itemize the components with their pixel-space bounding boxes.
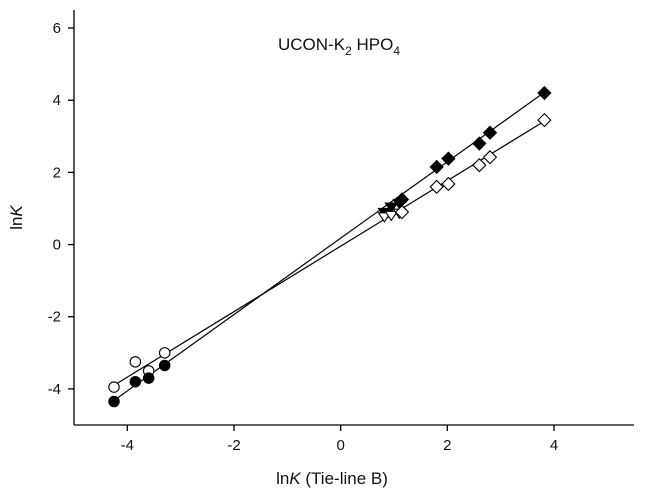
- y-tick-label: 2: [53, 164, 61, 181]
- data-point-diamond-open: [394, 204, 410, 220]
- y-tick-label: 4: [53, 92, 61, 109]
- x-tick-label: 0: [336, 437, 344, 454]
- x-tick-label: -2: [227, 437, 240, 454]
- data-point-triangle-down-open: [384, 210, 399, 222]
- data-point-circle-open: [158, 347, 171, 359]
- data-point-circle-open: [108, 381, 120, 393]
- data-point-diamond-open: [472, 157, 487, 173]
- data-point-diamond-filled: [441, 151, 456, 166]
- x-axis-label: lnK (Tie-line B): [276, 469, 388, 488]
- data-point-diamond-filled: [472, 136, 487, 151]
- axes: [68, 10, 634, 431]
- data-point-circle-filled: [142, 372, 155, 384]
- data-point-diamond-filled: [429, 159, 444, 175]
- data-point-diamond-filled: [537, 85, 552, 101]
- data-point-triangle-down-filled: [384, 202, 399, 214]
- y-tick-label: 6: [53, 20, 61, 37]
- data-points: [108, 85, 552, 408]
- title-subscript: 2: [345, 44, 352, 58]
- title-subscript: 4: [393, 44, 400, 58]
- title-text: HPO: [352, 35, 394, 54]
- y-axis-label: lnK: [7, 205, 26, 230]
- x-tick-label: 4: [550, 437, 558, 454]
- data-point-diamond-open: [441, 176, 456, 192]
- data-point-diamond-filled: [482, 125, 498, 140]
- chart-title: UCON-K2 HPO4: [278, 35, 400, 58]
- data-point-circle-filled: [158, 359, 171, 372]
- data-point-circle-filled: [108, 395, 120, 408]
- data-point-circle-open: [129, 356, 142, 368]
- y-tick-label: -4: [48, 381, 61, 398]
- data-point-diamond-open: [482, 150, 498, 165]
- y-tick-label: -2: [48, 309, 61, 326]
- data-point-diamond-open: [429, 179, 444, 195]
- data-point-circle-filled: [129, 375, 142, 388]
- x-tick-label: 2: [443, 437, 451, 454]
- data-point-diamond-open: [537, 112, 552, 128]
- y-tick-label: 0: [53, 237, 61, 254]
- title-text: UCON-K: [278, 35, 346, 54]
- x-tick-label: -4: [121, 437, 134, 454]
